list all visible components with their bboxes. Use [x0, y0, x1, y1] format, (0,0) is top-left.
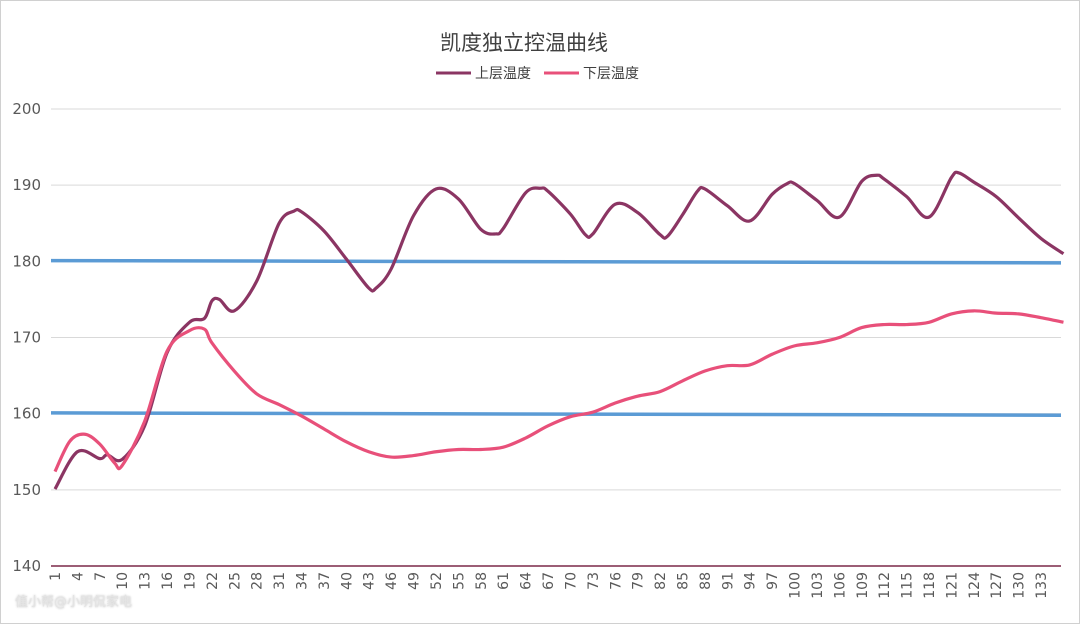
chart-title: 凯度独立控温曲线 [440, 31, 608, 55]
x-tick-label: 73 [586, 572, 602, 590]
x-tick-label: 133 [1034, 572, 1050, 599]
x-tick-label: 49 [407, 572, 423, 590]
x-tick-label: 127 [989, 572, 1005, 599]
y-tick-label: 150 [12, 481, 41, 499]
x-tick-label: 13 [138, 572, 154, 590]
x-tick-label: 106 [832, 572, 848, 599]
x-tick-label: 115 [900, 572, 916, 599]
x-tick-label: 4 [70, 572, 86, 581]
x-tick-label: 88 [698, 572, 714, 590]
y-tick-label: 140 [12, 557, 41, 575]
x-tick-label: 16 [160, 572, 176, 590]
legend: 上层温度 下层温度 [436, 66, 639, 82]
x-tick-label: 46 [384, 572, 400, 590]
x-tick-label: 103 [810, 572, 826, 599]
x-tick-label: 118 [922, 572, 938, 599]
x-tick-label: 37 [317, 572, 333, 590]
x-tick-label: 52 [429, 572, 445, 590]
x-tick-label: 124 [967, 572, 983, 599]
y-tick-label: 170 [12, 329, 41, 347]
x-tick-label: 10 [115, 572, 131, 590]
x-tick-label: 94 [743, 572, 759, 590]
y-tick-label: 200 [12, 100, 41, 118]
legend-label-upper: 上层温度 [475, 66, 531, 82]
reference-line-0 [50, 258, 1062, 265]
x-tick-label: 40 [339, 572, 355, 590]
x-tick-label: 91 [720, 572, 736, 590]
x-tick-label: 85 [675, 572, 691, 590]
x-tick-label: 58 [474, 572, 490, 590]
reference-line-1 [50, 411, 1062, 417]
x-tick-label: 112 [877, 572, 893, 599]
x-tick-label: 100 [788, 572, 804, 599]
x-tick-label: 130 [1012, 572, 1028, 599]
x-tick-label: 19 [182, 572, 198, 590]
watermark: 值小帮@小明侃家电 [15, 595, 133, 610]
x-tick-label: 67 [541, 572, 557, 590]
x-tick-label: 82 [653, 572, 669, 590]
x-tick-label: 55 [451, 572, 467, 590]
x-tick-label: 22 [205, 572, 221, 590]
x-tick-label: 61 [496, 572, 512, 590]
y-tick-label: 190 [12, 176, 41, 194]
x-tick-label: 64 [519, 572, 535, 590]
x-tick-label: 76 [608, 572, 624, 590]
x-tick-label: 109 [855, 572, 871, 599]
x-tick-label: 34 [295, 572, 311, 590]
series-line-lower [53, 309, 1064, 473]
y-tick-label: 160 [12, 405, 41, 423]
y-tick-label: 180 [12, 252, 41, 270]
x-tick-label: 43 [362, 572, 378, 590]
x-tick-label: 121 [944, 572, 960, 599]
legend-label-lower: 下层温度 [583, 66, 639, 82]
x-tick-label: 79 [631, 572, 647, 590]
x-tick-label: 7 [93, 572, 109, 581]
x-tick-label: 25 [227, 572, 243, 590]
x-tick-label: 31 [272, 572, 288, 590]
x-tick-label: 1 [48, 572, 64, 581]
x-tick-label: 97 [765, 572, 781, 590]
x-tick-label: 28 [250, 572, 266, 590]
x-tick-label: 70 [563, 572, 579, 590]
series-line-upper [53, 170, 1065, 490]
